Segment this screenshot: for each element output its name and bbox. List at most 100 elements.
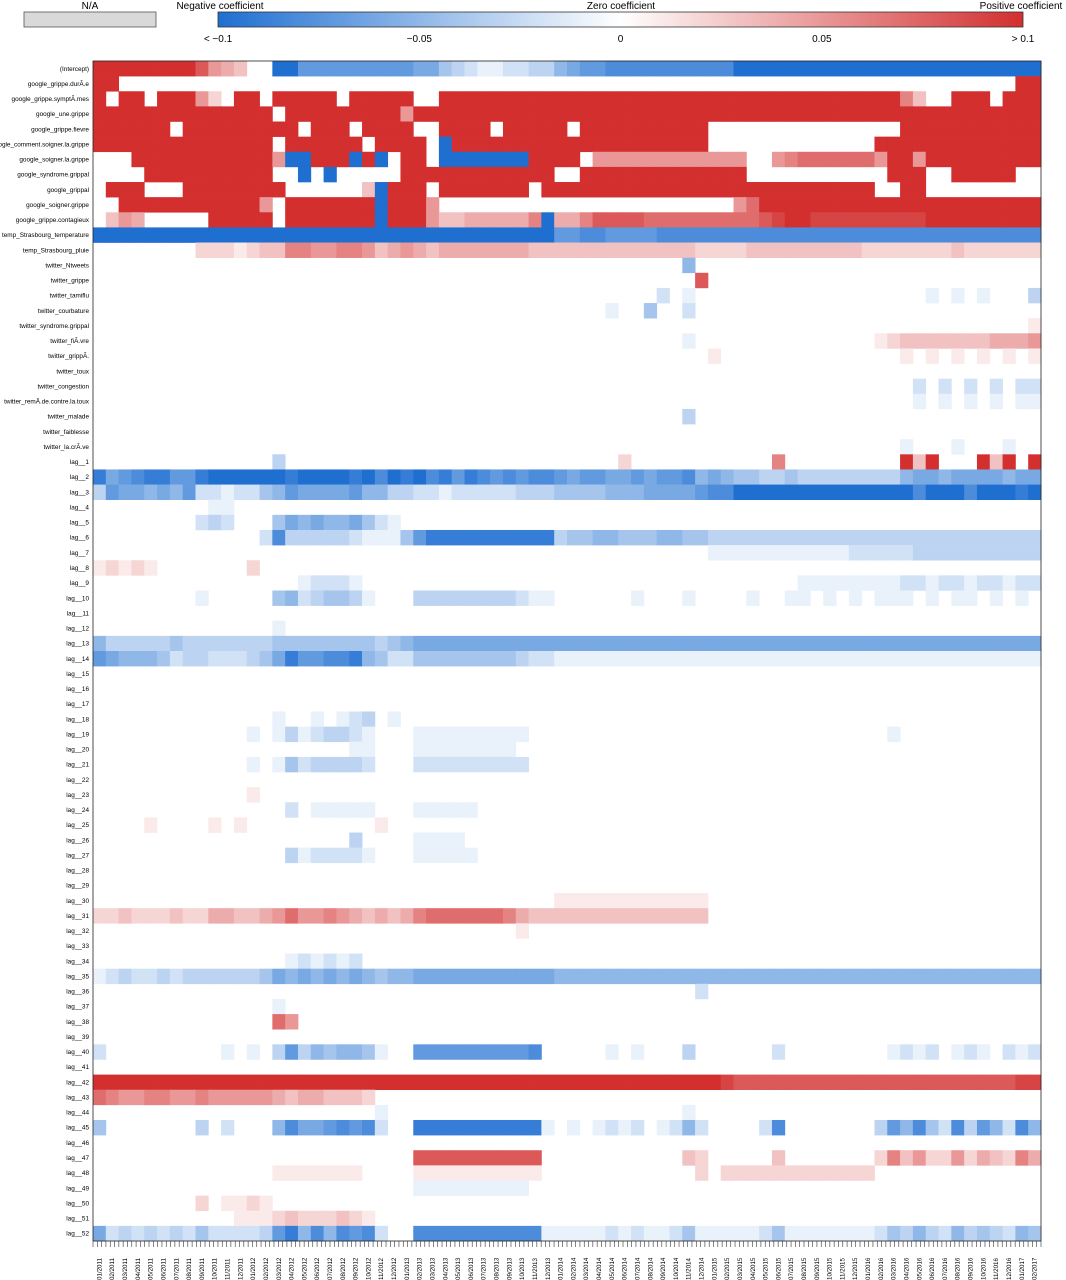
heatmap-cell xyxy=(631,136,645,153)
heatmap-cell xyxy=(874,635,888,652)
heatmap-cell xyxy=(912,182,927,198)
heatmap-cell xyxy=(720,106,734,122)
heatmap-cell xyxy=(259,182,273,198)
heatmap-cell xyxy=(810,469,824,485)
heatmap-cell xyxy=(900,91,914,107)
heatmap-cell xyxy=(323,91,337,107)
heatmap-cell xyxy=(502,1225,517,1242)
heatmap-cell xyxy=(182,227,196,243)
heatmap-cell xyxy=(438,151,453,168)
heatmap-cell xyxy=(631,61,645,77)
heatmap-cell xyxy=(374,1225,389,1242)
heatmap-cell xyxy=(669,484,683,501)
heatmap-cell xyxy=(310,711,324,727)
heatmap-cell xyxy=(951,121,965,137)
heatmap-cell xyxy=(810,242,824,258)
heatmap-cell xyxy=(989,1150,1003,1166)
heatmap-cell xyxy=(964,227,978,243)
heatmap-cell xyxy=(951,968,965,985)
heatmap-cell xyxy=(541,212,555,228)
heatmap-cell xyxy=(861,484,875,501)
heatmap-cell xyxy=(272,91,286,107)
heatmap-cell xyxy=(579,469,594,485)
heatmap-cell xyxy=(336,726,350,743)
heatmap-cell xyxy=(605,61,619,77)
heatmap-cell xyxy=(656,136,670,153)
heatmap-cell xyxy=(848,61,863,77)
heatmap-cell xyxy=(925,484,939,501)
heatmap-cell xyxy=(515,227,529,243)
heatmap-cell xyxy=(195,61,209,77)
heatmap-cell xyxy=(502,590,517,606)
x-tick-label: 05/2013 xyxy=(455,1257,462,1280)
heatmap-cell xyxy=(118,212,132,228)
heatmap-cell xyxy=(297,1210,312,1227)
heatmap-cell xyxy=(784,227,798,243)
heatmap-cell xyxy=(964,635,978,652)
heatmap-cell xyxy=(246,1074,260,1091)
heatmap-cell xyxy=(272,151,286,168)
heatmap-cell xyxy=(93,1225,107,1242)
heatmap-cell xyxy=(861,968,875,985)
heatmap-cell xyxy=(246,1195,260,1212)
heatmap-cell xyxy=(349,529,363,546)
heatmap-cell xyxy=(1015,227,1029,243)
color-scale-bar xyxy=(217,11,1024,28)
heatmap-cell xyxy=(720,227,734,243)
heatmap-cell xyxy=(195,514,209,531)
heatmap-cell xyxy=(272,514,286,531)
heatmap-cell xyxy=(400,651,414,667)
heatmap-cell xyxy=(182,968,196,985)
heatmap-cell xyxy=(836,635,850,652)
heatmap-cell xyxy=(951,197,965,213)
heatmap-cell xyxy=(310,514,324,531)
heatmap-cell xyxy=(477,651,491,667)
heatmap-cell xyxy=(631,908,645,924)
heatmap-cell xyxy=(221,514,235,531)
heatmap-cell xyxy=(515,590,529,606)
heatmap-cell xyxy=(900,454,914,470)
heatmap-cell xyxy=(618,166,632,183)
heatmap-cell xyxy=(272,182,286,198)
heatmap-cell xyxy=(323,121,337,137)
heatmap-cell xyxy=(976,333,991,349)
heatmap-cell xyxy=(144,61,158,77)
heatmap-cell xyxy=(900,469,914,485)
heatmap-cell xyxy=(464,61,478,77)
heatmap-cell xyxy=(554,151,568,168)
heatmap-cell xyxy=(912,635,927,652)
heatmap-cell xyxy=(541,136,555,153)
heatmap-cell xyxy=(720,484,734,501)
row-label: twitter_Ntweets xyxy=(45,262,89,269)
heatmap-cell xyxy=(784,61,798,77)
heatmap-cell xyxy=(592,1225,606,1242)
heatmap-cell xyxy=(438,802,453,818)
x-tick-label: 01/2012 xyxy=(250,1257,257,1280)
heatmap-cell xyxy=(720,1165,734,1181)
x-tick-label: 11/2015 xyxy=(839,1258,846,1280)
heatmap-cell xyxy=(964,121,978,137)
heatmap-cell xyxy=(643,91,658,107)
heatmap-cell xyxy=(310,61,324,77)
heatmap-cell xyxy=(964,91,978,107)
heatmap-cell xyxy=(297,227,312,243)
heatmap-cell xyxy=(1002,529,1016,546)
heatmap-cell xyxy=(400,227,414,243)
heatmap-cell xyxy=(682,651,696,667)
heatmap-cell xyxy=(285,756,299,773)
heatmap-cell xyxy=(669,212,683,228)
heatmap-cell xyxy=(631,651,645,667)
heatmap-cell xyxy=(861,1225,875,1242)
heatmap-cell xyxy=(733,61,747,77)
heatmap-cell xyxy=(131,1225,145,1242)
heatmap-cell xyxy=(810,575,824,591)
heatmap-cell xyxy=(912,1119,927,1136)
heatmap-cell xyxy=(554,893,568,909)
heatmap-cell xyxy=(310,847,324,864)
heatmap-cell xyxy=(362,847,376,864)
heatmap-cell xyxy=(387,469,401,485)
heatmap-cell xyxy=(323,1210,337,1227)
heatmap-cell xyxy=(477,1225,491,1242)
heatmap-cell xyxy=(874,91,888,107)
heatmap-cell xyxy=(285,1119,299,1136)
